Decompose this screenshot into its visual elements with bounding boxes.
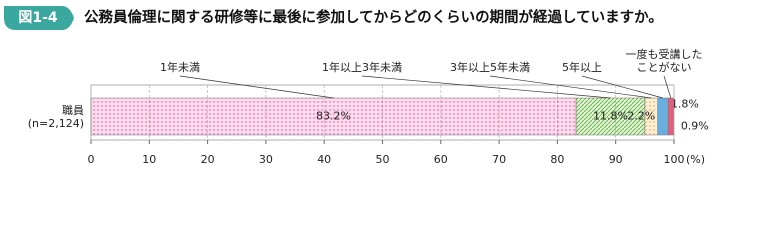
leader-line [361, 75, 611, 99]
leader-line [179, 75, 334, 99]
leader-line [663, 75, 672, 99]
bar-segment [667, 97, 674, 136]
x-tick-label: 10 [142, 153, 156, 166]
x-tick-label: 30 [259, 153, 273, 166]
chart-title: 公務員倫理に関する研修等に最後に参加してからどのくらいの期間が経過していますか。 [84, 8, 663, 26]
value-label: 2.2% [627, 110, 655, 123]
x-tick-label: 60 [434, 153, 448, 166]
legend-label: 5年以上 [562, 60, 602, 74]
x-tick-label: 90 [609, 153, 623, 166]
value-label: 1.8% [671, 98, 699, 111]
leader-line [489, 75, 652, 99]
figure-label: 図1-4 [18, 10, 58, 26]
leader-line [581, 75, 664, 99]
legend-label: 1年未満 [160, 60, 200, 74]
page: 図1-4 公務員倫理に関する研修等に最後に参加してからどのくらいの期間が経過して… [4, 6, 709, 166]
x-tick-label: 50 [376, 153, 390, 166]
category-label: 職員 (n=2,124) [27, 104, 84, 130]
x-tick-label: 0 [88, 153, 95, 166]
legend-label: 1年以上3年未満 [322, 60, 402, 74]
value-label: 0.9% [681, 120, 709, 133]
bar-segment [657, 97, 669, 136]
x-tick-label: 80 [550, 153, 564, 166]
bar-segment [90, 97, 577, 136]
x-tick-label: 40 [317, 153, 331, 166]
figure-badge [4, 6, 74, 30]
value-label: 11.8% [593, 110, 628, 123]
legend-label: 一度も受講した ことがない [625, 48, 703, 74]
x-tick-label: 100 [664, 153, 685, 166]
value-label: 83.2% [316, 110, 351, 123]
legend-label: 3年以上5年未満 [450, 60, 530, 74]
x-tick-label: 70 [492, 153, 506, 166]
chart: 図1-4 公務員倫理に関する研修等に最後に参加してからどのくらいの期間が経過して… [4, 6, 709, 166]
x-tick-label: 20 [201, 153, 215, 166]
bar-segment [575, 97, 646, 136]
x-axis-unit: (%) [686, 153, 705, 166]
